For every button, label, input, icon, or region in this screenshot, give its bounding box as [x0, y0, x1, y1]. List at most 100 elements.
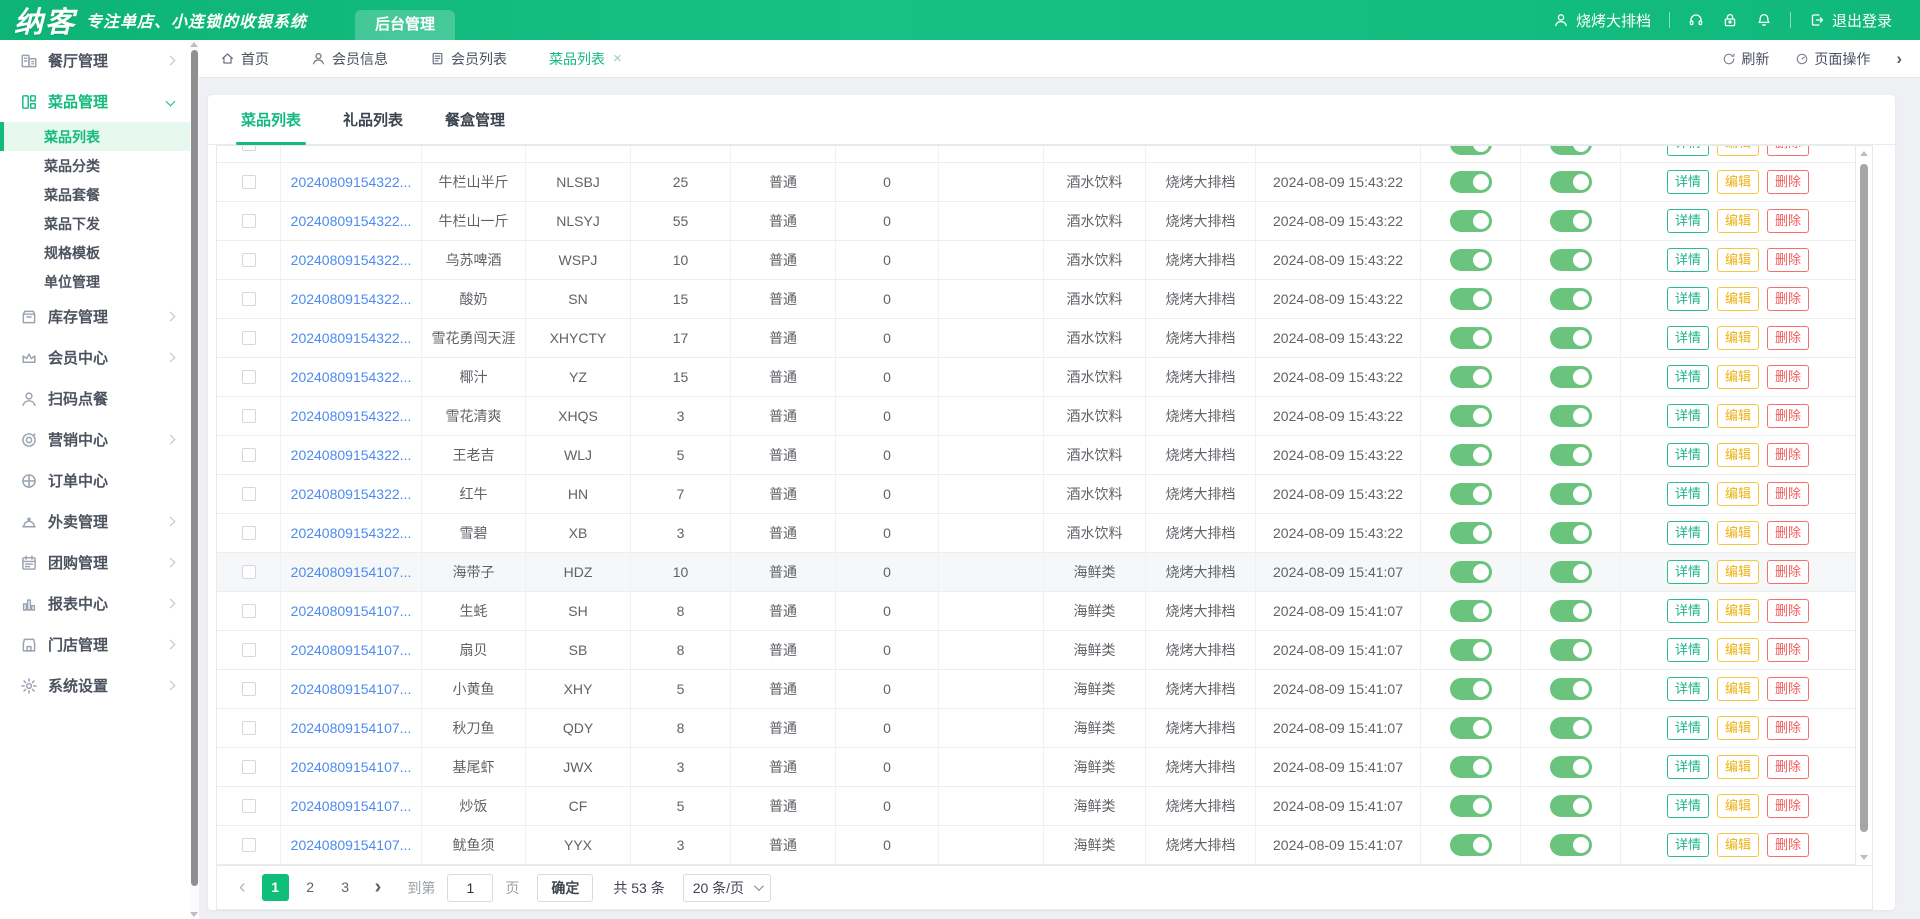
status-toggle-1[interactable] [1449, 522, 1492, 544]
status-toggle-2[interactable] [1549, 678, 1592, 700]
sidebar-item-外卖管理[interactable]: 外卖管理 [0, 501, 190, 542]
goto-page-input[interactable] [447, 873, 494, 902]
detail-button[interactable]: 详情 [1666, 247, 1709, 273]
edit-button[interactable]: 编辑 [1716, 169, 1759, 195]
detail-button[interactable]: 详情 [1666, 598, 1709, 624]
prev-page-button[interactable]: ‹ [239, 876, 246, 898]
row-checkbox[interactable] [241, 448, 256, 462]
row-checkbox[interactable] [241, 214, 256, 228]
delete-button[interactable]: 删除 [1767, 637, 1810, 663]
row-checkbox[interactable] [241, 760, 256, 774]
edit-button[interactable]: 编辑 [1716, 481, 1759, 507]
sidebar-item-餐厅管理[interactable]: 餐厅管理 [0, 40, 190, 81]
sidebar-subitem-菜品下发[interactable]: 菜品下发 [44, 215, 100, 232]
delete-button[interactable]: 删除 [1767, 598, 1810, 624]
row-checkbox[interactable] [241, 331, 256, 345]
page-tab-首页[interactable]: 首页 [199, 40, 290, 77]
detail-button[interactable]: 详情 [1666, 364, 1709, 390]
row-checkbox[interactable] [241, 370, 256, 384]
product-id-link[interactable]: 20240809154322... [290, 213, 412, 229]
detail-button[interactable]: 详情 [1666, 715, 1709, 741]
sidebar-subitem-单位管理[interactable]: 单位管理 [44, 273, 100, 290]
edit-button[interactable]: 编辑 [1716, 832, 1759, 858]
delete-button[interactable]: 删除 [1767, 169, 1810, 195]
row-checkbox[interactable] [241, 292, 256, 306]
delete-button[interactable]: 删除 [1767, 793, 1810, 819]
logout-button[interactable]: 退出登录 [1809, 10, 1892, 31]
sidebar-item-报表中心[interactable]: 报表中心 [0, 583, 190, 624]
backoffice-nav-tab[interactable]: 后台管理 [355, 10, 456, 40]
delete-button[interactable]: 删除 [1767, 403, 1810, 429]
lock-icon[interactable] [1722, 12, 1738, 28]
status-toggle-2[interactable] [1549, 639, 1592, 661]
row-checkbox[interactable] [241, 146, 256, 151]
edit-button[interactable]: 编辑 [1716, 637, 1759, 663]
detail-button[interactable]: 详情 [1666, 676, 1709, 702]
status-toggle-1[interactable] [1449, 600, 1492, 622]
page-tab-会员列表[interactable]: 会员列表 [409, 40, 528, 77]
product-id-link[interactable]: 20240809154322... [290, 291, 412, 307]
row-checkbox[interactable] [241, 175, 256, 189]
product-id-link[interactable]: 20240809154322... [290, 408, 412, 424]
delete-button[interactable]: 删除 [1767, 559, 1810, 585]
table-scrollbar-thumb[interactable] [1860, 164, 1868, 832]
detail-button[interactable]: 详情 [1666, 442, 1709, 468]
product-id-link[interactable]: 20240809154107... [290, 837, 412, 853]
product-id-link[interactable]: 20240809154107... [290, 642, 412, 658]
product-id-link[interactable]: 20240809154322... [290, 447, 412, 463]
scroll-up-arrow-icon[interactable] [1860, 151, 1868, 156]
scroll-up-arrow-icon[interactable] [190, 42, 198, 47]
sidebar-subitem-菜品套餐[interactable]: 菜品套餐 [44, 186, 100, 203]
edit-button[interactable]: 编辑 [1716, 598, 1759, 624]
status-toggle-2[interactable] [1549, 795, 1592, 817]
status-toggle-1[interactable] [1449, 288, 1492, 310]
delete-button[interactable]: 删除 [1767, 715, 1810, 741]
product-id-link[interactable]: 20240809154107... [290, 564, 412, 580]
edit-button[interactable]: 编辑 [1716, 325, 1759, 351]
status-toggle-2[interactable] [1549, 834, 1592, 856]
page-size-select[interactable]: 20 条/页 [682, 873, 772, 902]
status-toggle-2[interactable] [1549, 210, 1592, 232]
detail-button[interactable]: 详情 [1666, 559, 1709, 585]
detail-button[interactable]: 详情 [1666, 481, 1709, 507]
status-toggle-2[interactable] [1549, 171, 1592, 193]
status-toggle-1[interactable] [1449, 834, 1492, 856]
status-toggle-2[interactable] [1549, 717, 1592, 739]
scroll-down-arrow-icon[interactable] [190, 912, 198, 917]
detail-button[interactable]: 详情 [1666, 637, 1709, 663]
delete-button[interactable]: 删除 [1767, 520, 1810, 546]
edit-button[interactable]: 编辑 [1716, 286, 1759, 312]
status-toggle-2[interactable] [1549, 756, 1592, 778]
status-toggle-1[interactable] [1449, 561, 1492, 583]
sidebar-subitem-菜品分类[interactable]: 菜品分类 [44, 157, 100, 174]
detail-button[interactable]: 详情 [1666, 169, 1709, 195]
delete-button[interactable]: 删除 [1767, 286, 1810, 312]
edit-button[interactable]: 编辑 [1716, 676, 1759, 702]
edit-button[interactable]: 编辑 [1716, 442, 1759, 468]
delete-button[interactable]: 删除 [1767, 754, 1810, 780]
status-toggle-1[interactable] [1449, 717, 1492, 739]
edit-button[interactable]: 编辑 [1716, 208, 1759, 234]
status-toggle-1[interactable] [1449, 639, 1492, 661]
edit-button[interactable]: 编辑 [1716, 559, 1759, 585]
delete-button[interactable]: 删除 [1767, 442, 1810, 468]
row-checkbox[interactable] [241, 799, 256, 813]
status-toggle-2[interactable] [1549, 327, 1592, 349]
page-number-2[interactable]: 2 [306, 879, 315, 895]
status-toggle-1[interactable] [1449, 756, 1492, 778]
page-ops-button[interactable]: 页面操作 [1795, 49, 1870, 69]
detail-button[interactable]: 详情 [1666, 520, 1709, 546]
content-tab-餐盒管理[interactable]: 餐盒管理 [445, 112, 506, 129]
row-checkbox[interactable] [241, 565, 256, 579]
product-id-link[interactable]: 20240809154322... [290, 525, 412, 541]
sidebar-scrollbar-thumb[interactable] [191, 50, 198, 886]
status-toggle-1[interactable] [1449, 405, 1492, 427]
product-id-link[interactable]: 20240809154322... [290, 369, 412, 385]
edit-button[interactable]: 编辑 [1716, 754, 1759, 780]
status-toggle[interactable] [1549, 146, 1592, 155]
status-toggle-1[interactable] [1449, 444, 1492, 466]
page-number-1[interactable]: 1 [261, 874, 289, 901]
product-id-link[interactable]: 20240809154322... [290, 174, 412, 190]
delete-button[interactable]: 删除 [1767, 247, 1810, 273]
row-checkbox[interactable] [241, 838, 256, 852]
